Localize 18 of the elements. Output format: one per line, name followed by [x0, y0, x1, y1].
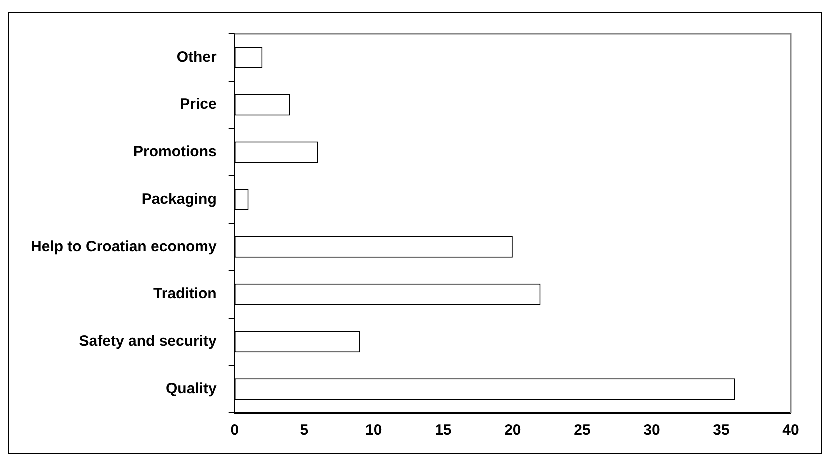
y-tick-label: Tradition	[154, 286, 217, 303]
y-tick-label: Price	[180, 96, 217, 114]
y-tick-label: Help to Croatian economy	[31, 238, 218, 256]
y-tick-label: Other	[176, 48, 218, 66]
x-tick-label: 30	[644, 422, 660, 440]
y-tick-label: Quality	[166, 380, 218, 398]
x-tick-label: 15	[435, 422, 452, 440]
chart-frame: 0 5 10 15 20 25 30 35 40 Other Price Promotions Packaging Help to Croatian economy Tradition Safety and security Quality	[8, 12, 822, 454]
y-tick-label: Packaging	[142, 190, 217, 208]
y-tick-label: Safety and security	[79, 333, 218, 350]
x-tick-label: 10	[366, 422, 382, 440]
y-tick-label: Promotions	[134, 144, 217, 161]
x-tick-label: 5	[300, 422, 309, 440]
x-tick-label: 35	[713, 422, 730, 440]
x-tick-label: 25	[574, 422, 591, 440]
x-tick-label: 20	[504, 422, 522, 440]
x-tick-label: 0	[230, 422, 240, 440]
x-tick-label: 40	[782, 422, 800, 440]
